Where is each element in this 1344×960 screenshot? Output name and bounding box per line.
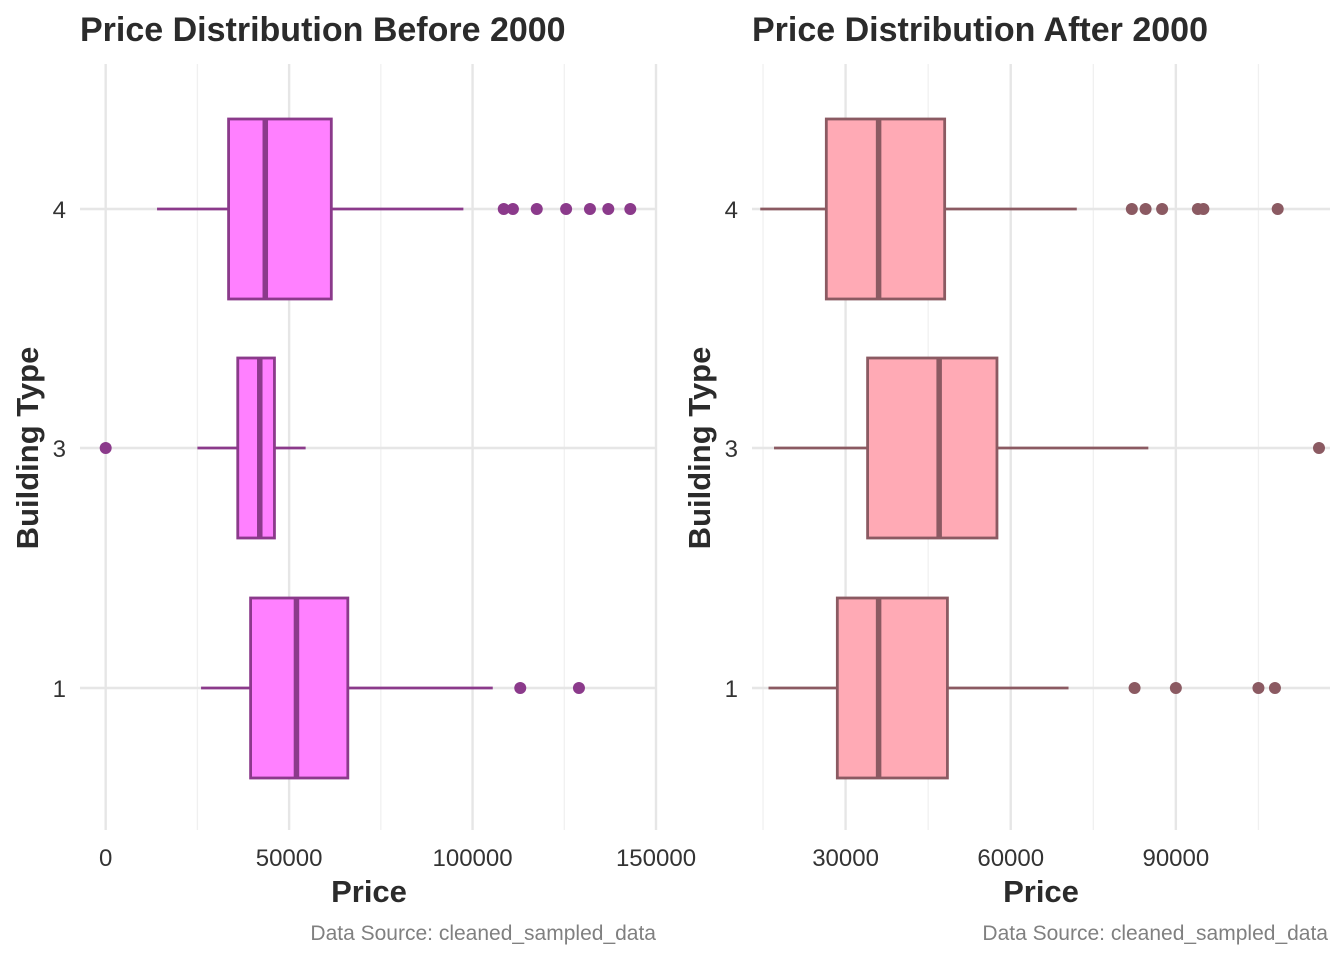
x-tick-label: 150000 bbox=[616, 845, 696, 872]
x-tick-label: 50000 bbox=[256, 845, 323, 872]
outlier-point bbox=[1268, 682, 1281, 694]
y-tick-label: 3 bbox=[53, 436, 66, 463]
outlier-point bbox=[1252, 682, 1265, 694]
outlier-point bbox=[583, 203, 596, 215]
outlier-point bbox=[506, 203, 519, 215]
outlier-point bbox=[99, 442, 112, 454]
outlier-point bbox=[1125, 203, 1138, 215]
outlier-point bbox=[497, 203, 510, 215]
x-tick-label: 30000 bbox=[812, 845, 879, 872]
iqr-box bbox=[866, 356, 999, 540]
panel-title: Price Distribution After 2000 bbox=[752, 11, 1208, 49]
panel-after-2000: Price Distribution After 2000 30000 60000… bbox=[682, 11, 1330, 945]
panel-title: Price Distribution Before 2000 bbox=[80, 11, 566, 49]
outlier-point bbox=[560, 203, 573, 215]
iqr-box bbox=[249, 596, 350, 780]
boxes bbox=[760, 117, 1325, 780]
x-axis-label: Price bbox=[331, 874, 407, 909]
caption: Data Source: cleaned_sampled_data bbox=[982, 922, 1328, 945]
outlier-point bbox=[1128, 682, 1141, 694]
outlier-point bbox=[1197, 203, 1210, 215]
y-tick-label: 4 bbox=[725, 197, 738, 224]
outlier-point bbox=[624, 203, 637, 215]
caption: Data Source: cleaned_sampled_data bbox=[310, 922, 656, 945]
outlier-point bbox=[530, 203, 543, 215]
boxes bbox=[99, 117, 637, 780]
outlier-point bbox=[1156, 203, 1169, 215]
x-tick-label: 0 bbox=[99, 845, 112, 872]
outlier-point bbox=[572, 682, 585, 694]
y-axis-label: Building Type bbox=[682, 347, 717, 550]
x-tick-label: 100000 bbox=[433, 845, 513, 872]
y-tick-label: 1 bbox=[53, 676, 66, 703]
x-tick-label: 60000 bbox=[977, 845, 1044, 872]
outlier-point bbox=[514, 682, 527, 694]
tick-labels: 30000 60000 90000 1 3 4 bbox=[725, 197, 1210, 872]
tick-labels: 0 50000 100000 150000 1 3 4 bbox=[53, 197, 696, 872]
y-tick-label: 3 bbox=[725, 436, 738, 463]
panel-before-2000: Price Distribution Before 2000 0 50000 100… bbox=[10, 11, 696, 945]
outlier-point bbox=[1271, 203, 1284, 215]
outlier-point bbox=[1139, 203, 1152, 215]
y-tick-label: 4 bbox=[53, 197, 66, 224]
x-tick-label: 90000 bbox=[1142, 845, 1209, 872]
y-tick-label: 1 bbox=[725, 676, 738, 703]
iqr-box bbox=[824, 117, 947, 301]
outlier-point bbox=[1169, 682, 1182, 694]
y-axis-label: Building Type bbox=[10, 347, 45, 550]
grid bbox=[80, 64, 658, 830]
iqr-box bbox=[227, 117, 333, 301]
x-axis-label: Price bbox=[1003, 874, 1079, 909]
outlier-point bbox=[1312, 442, 1325, 454]
iqr-box bbox=[835, 596, 949, 780]
outlier-point bbox=[602, 203, 615, 215]
iqr-box bbox=[236, 356, 276, 540]
